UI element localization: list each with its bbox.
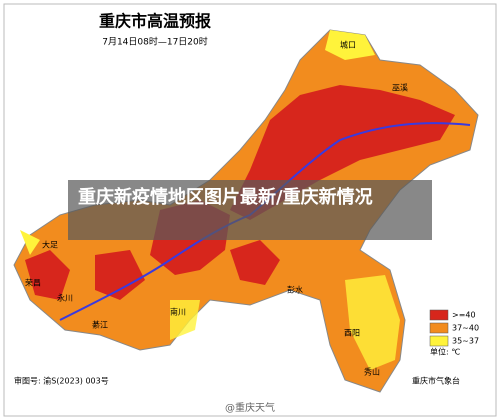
place-label: 荣昌 [25, 278, 41, 288]
legend-unit: 单位: ℃ [430, 347, 460, 357]
place-label: 南川 [170, 307, 186, 317]
legend-swatch [429, 335, 449, 347]
legend-swatch [429, 309, 449, 321]
place-label: 綦江 [92, 320, 108, 330]
place-label: 大足 [42, 240, 58, 250]
caption: 重庆新疫情地区图片最新/重庆新情况 [68, 180, 432, 240]
map-title: 重庆市高温预报 [99, 12, 211, 31]
place-label: 秀山 [364, 367, 380, 377]
place-label: 巫溪 [392, 83, 408, 93]
map-subtitle: 7月14日08时—17日20时 [102, 36, 208, 48]
legend-label: 37~40 [452, 324, 479, 333]
place-label: 酉阳 [344, 329, 360, 338]
place-label: 彭水 [287, 285, 303, 295]
watermark: @重庆天气 [225, 401, 275, 414]
place-label: 永川 [57, 293, 73, 303]
legend-label: 35~37 [452, 337, 479, 346]
legend-swatch [429, 322, 449, 334]
place-label: 城口 [340, 41, 356, 50]
issuer: 重庆市气象台 [412, 376, 460, 386]
approval-number: 审图号: 渝S(2023) 003号 [14, 376, 109, 386]
legend-label: >=40 [452, 311, 476, 320]
